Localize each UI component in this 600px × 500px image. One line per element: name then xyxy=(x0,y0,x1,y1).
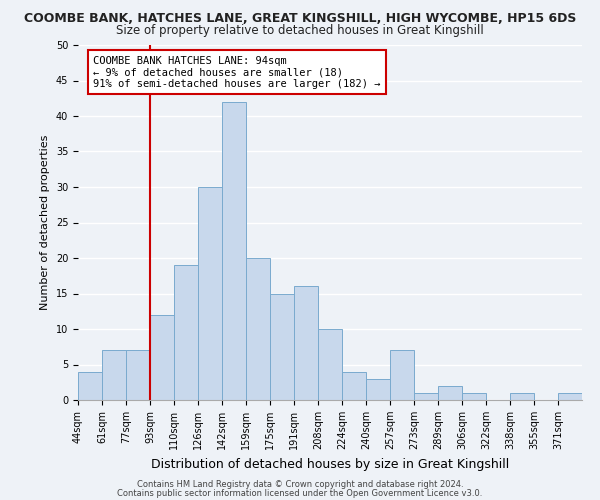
Text: COOMBE BANK, HATCHES LANE, GREAT KINGSHILL, HIGH WYCOMBE, HP15 6DS: COOMBE BANK, HATCHES LANE, GREAT KINGSHI… xyxy=(24,12,576,26)
Bar xyxy=(462,393,486,400)
Bar xyxy=(102,350,126,400)
Bar xyxy=(174,265,198,400)
Bar xyxy=(510,393,534,400)
Bar xyxy=(342,372,366,400)
Bar xyxy=(246,258,270,400)
Bar xyxy=(78,372,102,400)
Bar xyxy=(150,315,174,400)
Bar xyxy=(390,350,414,400)
Bar xyxy=(318,329,342,400)
Bar xyxy=(294,286,318,400)
Bar xyxy=(126,350,150,400)
Bar xyxy=(198,187,222,400)
Bar xyxy=(414,393,438,400)
Bar xyxy=(558,393,582,400)
Text: COOMBE BANK HATCHES LANE: 94sqm
← 9% of detached houses are smaller (18)
91% of : COOMBE BANK HATCHES LANE: 94sqm ← 9% of … xyxy=(93,56,380,89)
Text: Size of property relative to detached houses in Great Kingshill: Size of property relative to detached ho… xyxy=(116,24,484,37)
Bar xyxy=(222,102,246,400)
Y-axis label: Number of detached properties: Number of detached properties xyxy=(40,135,50,310)
Text: Contains public sector information licensed under the Open Government Licence v3: Contains public sector information licen… xyxy=(118,488,482,498)
Bar xyxy=(366,378,390,400)
Bar xyxy=(270,294,294,400)
X-axis label: Distribution of detached houses by size in Great Kingshill: Distribution of detached houses by size … xyxy=(151,458,509,470)
Text: Contains HM Land Registry data © Crown copyright and database right 2024.: Contains HM Land Registry data © Crown c… xyxy=(137,480,463,489)
Bar xyxy=(438,386,462,400)
